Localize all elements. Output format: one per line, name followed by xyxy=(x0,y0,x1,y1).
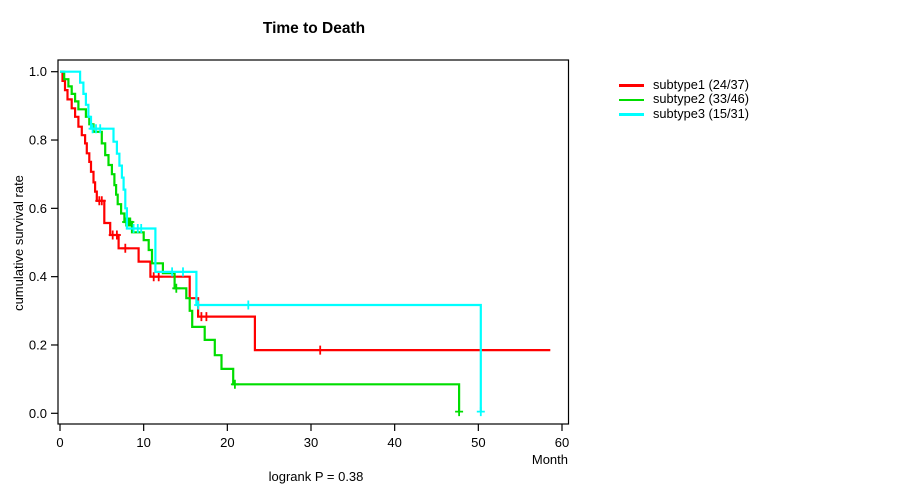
curve-subtype3 xyxy=(60,70,482,412)
legend-line-swatch-subtype1 xyxy=(619,84,644,87)
y-tick-label: 0.4 xyxy=(29,269,47,284)
censor-mark-subtype3 xyxy=(168,267,177,277)
censor-mark-subtype3 xyxy=(194,300,203,310)
curve-subtype1 xyxy=(60,70,551,352)
censor-mark-subtype2 xyxy=(230,379,239,389)
legend: subtype1 (24/37) subtype2 (33/46) subtyp… xyxy=(619,78,749,122)
x-tick-label: 0 xyxy=(56,435,63,450)
x-tick-label: 20 xyxy=(220,435,234,450)
censor-mark-subtype2 xyxy=(455,407,464,417)
y-tick-label: 0.0 xyxy=(29,406,47,421)
chart-title: Time to Death xyxy=(262,20,366,37)
series-subtype3 xyxy=(60,70,485,417)
legend-label-subtype2: subtype2 (33/46) xyxy=(653,91,750,107)
y-axis-label: cumulative survival rate xyxy=(11,175,26,311)
y-axis-ticks: 0.0 0.2 0.4 0.6 0.8 1.0 xyxy=(29,64,58,421)
plot-box xyxy=(57,59,570,425)
legend-line-swatch-subtype2 xyxy=(619,98,644,102)
y-tick-label: 0.6 xyxy=(29,201,47,216)
legend-line-swatch-subtype3 xyxy=(619,113,644,116)
censor-mark-subtype1 xyxy=(97,196,106,206)
series-subtype2 xyxy=(60,70,464,417)
y-tick-label: 0.8 xyxy=(29,133,47,148)
censor-mark-subtype3 xyxy=(179,267,187,277)
legend-label-subtype1: subtype1 (24/37) xyxy=(653,76,750,92)
censor-mark-subtype1 xyxy=(202,312,211,322)
legend-item-subtype3: subtype3 (15/31) xyxy=(619,107,749,122)
legend-item-subtype2: subtype2 (33/46) xyxy=(619,93,749,108)
y-tick-label: 0.2 xyxy=(29,337,47,352)
legend-label-subtype3: subtype3 (15/31) xyxy=(653,106,750,122)
censor-mark-subtype1 xyxy=(316,345,325,355)
x-tick-label: 40 xyxy=(387,435,401,450)
x-axis-label: Month xyxy=(531,452,568,467)
censor-mark-subtype1 xyxy=(112,230,121,240)
x-tick-label: 30 xyxy=(304,435,318,450)
censor-mark-subtype1 xyxy=(121,243,130,253)
censor-mark-subtype3 xyxy=(137,224,146,233)
censor-mark-subtype2 xyxy=(172,283,181,293)
series-subtype1 xyxy=(60,70,551,355)
x-tick-label: 60 xyxy=(555,435,569,450)
curve-subtype2 xyxy=(60,70,461,412)
x-tick-label: 50 xyxy=(471,435,485,450)
censor-mark-subtype3 xyxy=(96,124,105,134)
logrank-pvalue-text: logrank P = 0.38 xyxy=(268,469,364,484)
x-axis-ticks: 0 10 20 30 40 50 60 xyxy=(56,424,569,450)
legend-item-subtype1: subtype1 (24/37) xyxy=(619,78,749,93)
censor-mark-subtype3 xyxy=(244,300,253,310)
x-tick-label: 10 xyxy=(136,435,150,450)
censor-mark-subtype3 xyxy=(476,407,485,417)
y-tick-label: 1.0 xyxy=(29,64,47,79)
censor-mark-subtype1 xyxy=(154,272,163,282)
